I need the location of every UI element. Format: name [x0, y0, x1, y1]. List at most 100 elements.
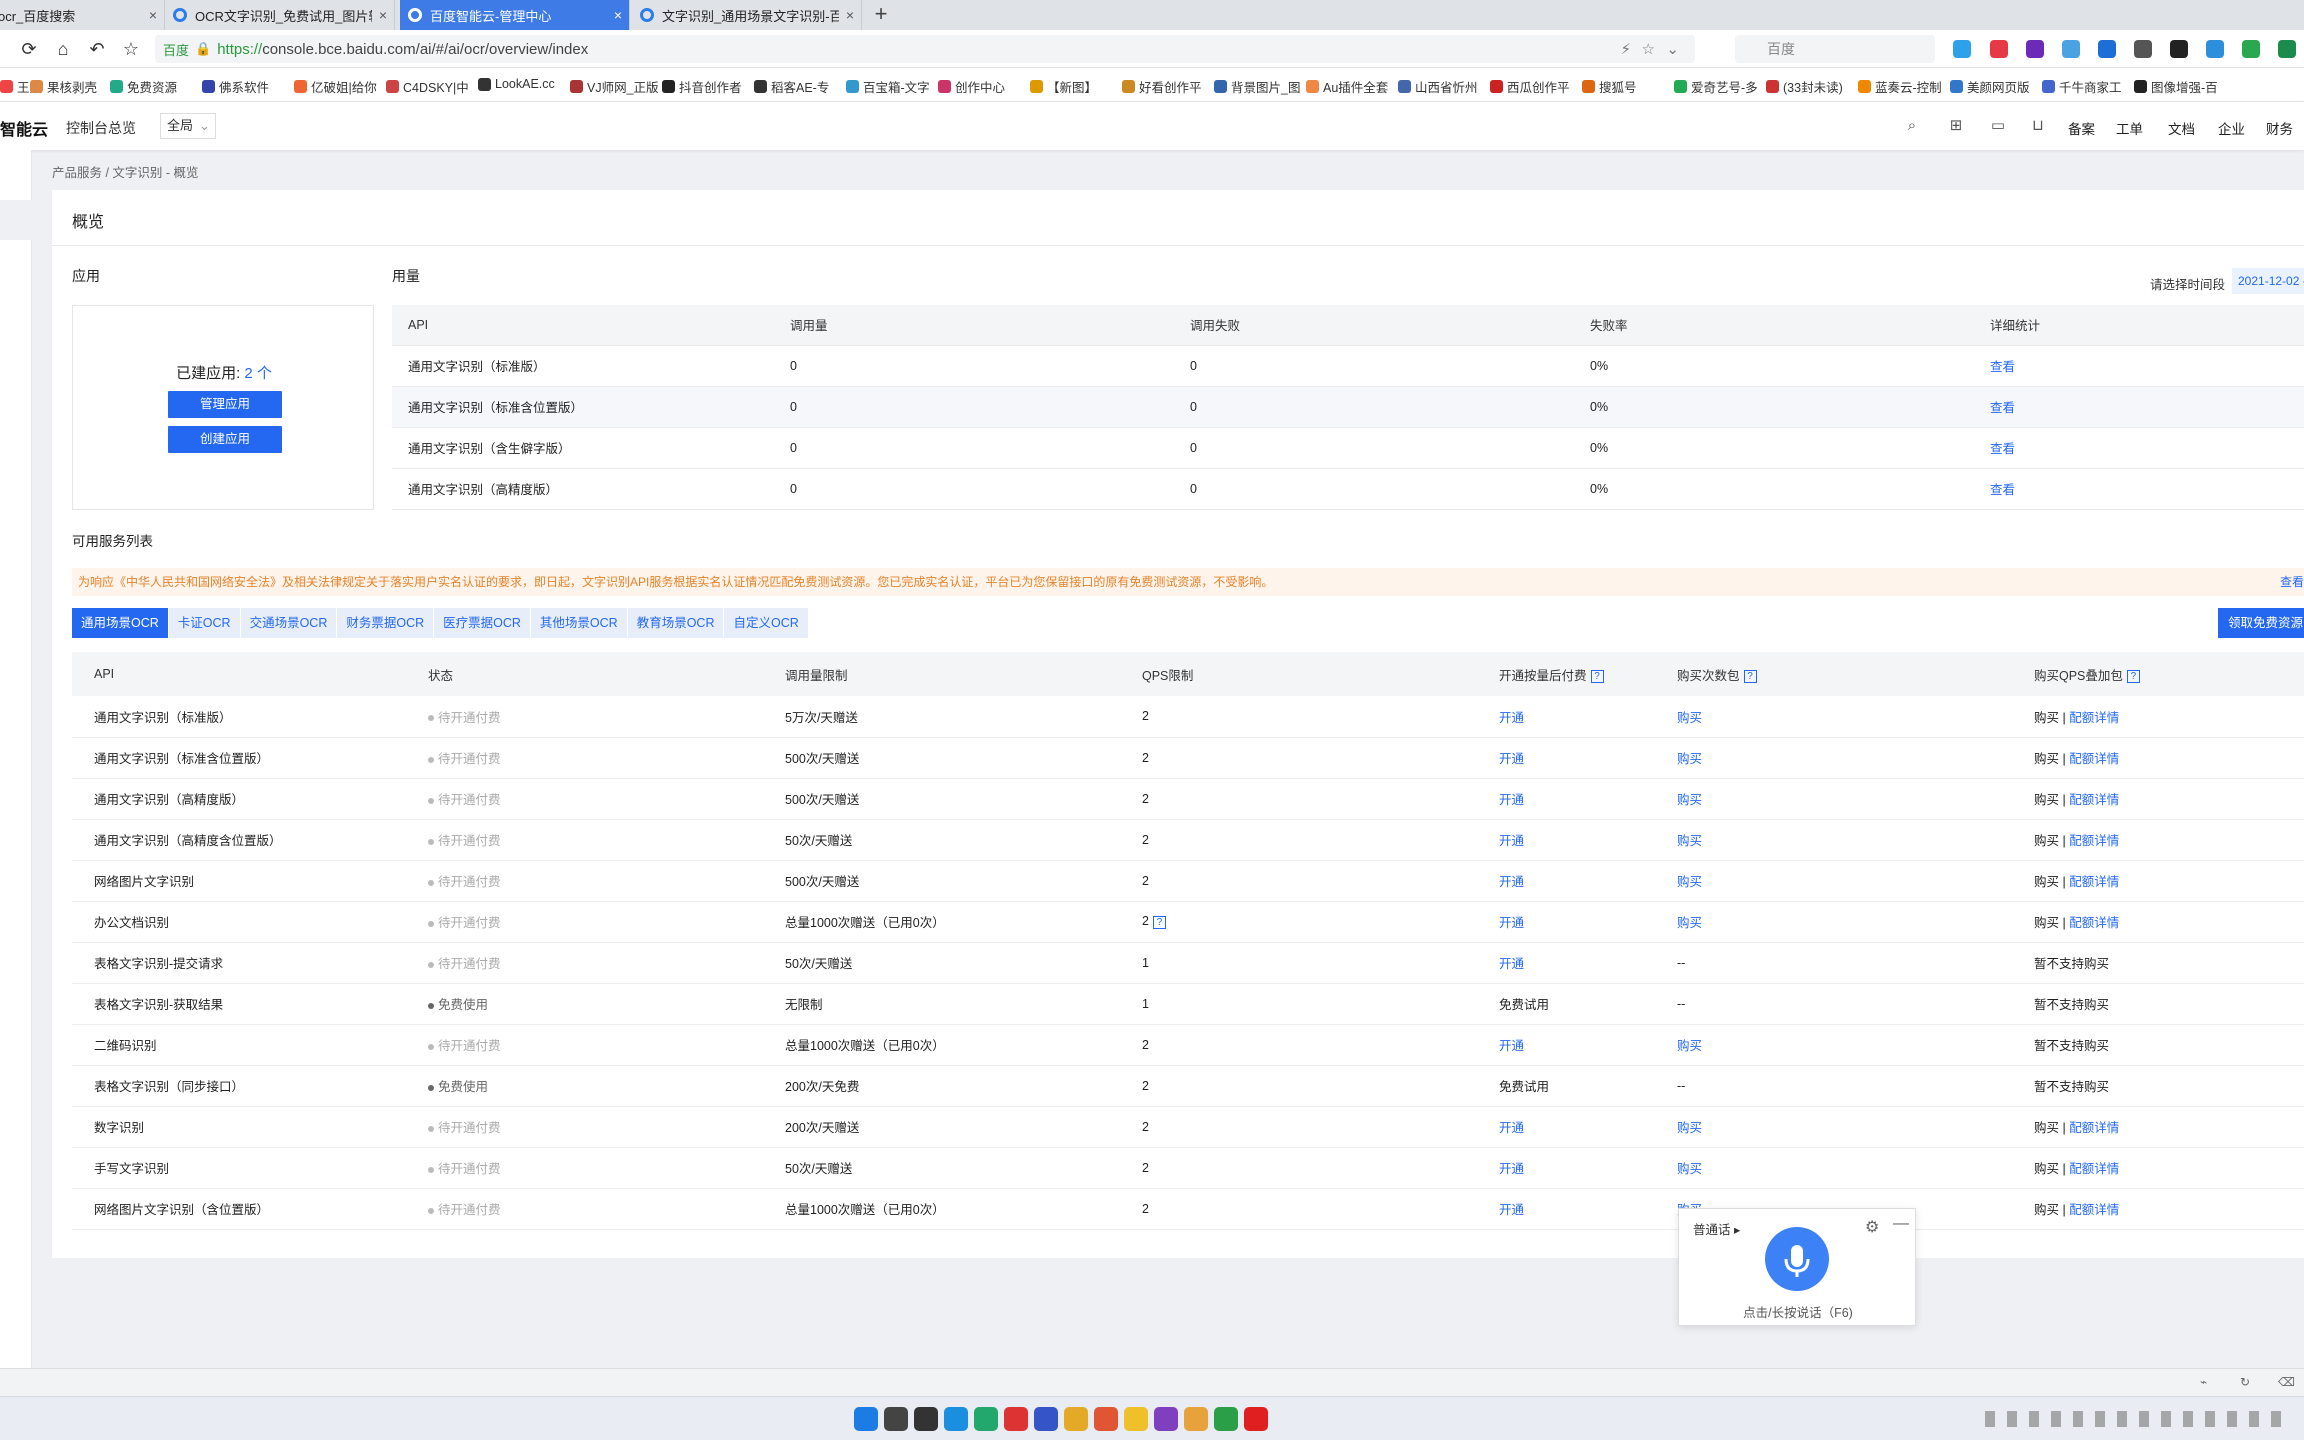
- ext-green-icon[interactable]: [2242, 40, 2260, 58]
- help-icon[interactable]: ?: [2126, 669, 2140, 683]
- ext-purple-icon[interactable]: [2026, 40, 2044, 58]
- bookmark-item[interactable]: 创作中心: [938, 77, 1005, 96]
- bookmark-item[interactable]: 亿破姐|给你: [294, 77, 377, 96]
- bookmark-item[interactable]: 美颜网页版: [1950, 77, 2030, 96]
- grid-icon[interactable]: ⊞: [1949, 117, 1963, 134]
- bookmark-item[interactable]: 稻客AE-专: [754, 77, 829, 96]
- taskbar-app-icon[interactable]: [1064, 1407, 1088, 1431]
- taskbar-app-icon[interactable]: [1214, 1407, 1238, 1431]
- category-tab[interactable]: 交通场景OCR: [240, 608, 337, 638]
- open-pay-link[interactable]: 开通: [1499, 875, 1525, 889]
- help-icon[interactable]: ?: [1743, 669, 1757, 683]
- taskbar-app-icon[interactable]: [884, 1407, 908, 1431]
- tab-ocr-product[interactable]: OCR文字识别_免费试用_图片转 ×: [165, 0, 395, 30]
- bookmark-item[interactable]: C4DSKY|中: [386, 77, 469, 96]
- view-detail-link[interactable]: 查看: [1990, 483, 2016, 497]
- bookmark-item[interactable]: 爱奇艺号-多: [1674, 77, 1758, 96]
- quota-detail-link[interactable]: 配额详情: [2065, 1203, 2120, 1217]
- taskbar-app-icon[interactable]: [1184, 1407, 1208, 1431]
- ext-dark-icon[interactable]: [2170, 40, 2188, 58]
- search-input[interactable]: 百度: [1735, 35, 1935, 63]
- category-tab[interactable]: 财务票据OCR: [337, 608, 434, 638]
- reload-icon[interactable]: ⟳: [21, 39, 37, 59]
- gear-icon[interactable]: ⚙: [1865, 1219, 1880, 1236]
- tab-console[interactable]: 百度智能云-管理中心 ×: [400, 0, 630, 30]
- view-detail-link[interactable]: 查看: [1990, 360, 2016, 374]
- taskbar-app-icon[interactable]: [974, 1407, 998, 1431]
- quota-detail-link[interactable]: 配额详情: [2065, 710, 2120, 725]
- taskbar-app-icon[interactable]: [1004, 1407, 1028, 1431]
- open-pay-link[interactable]: 开通: [1499, 710, 1525, 725]
- quota-detail-link[interactable]: 配额详情: [2065, 1162, 2120, 1176]
- category-tab[interactable]: 自定义OCR: [724, 608, 808, 638]
- message-icon[interactable]: ▭: [1990, 117, 2006, 134]
- buy-qps-link[interactable]: 购买: [2034, 752, 2063, 766]
- buy-pack-link[interactable]: 购买: [1677, 834, 1703, 848]
- taskbar-app-icon[interactable]: [944, 1407, 968, 1431]
- tab-ocr-search[interactable]: ocr_百度搜索 ×: [0, 0, 165, 30]
- quota-detail-link[interactable]: 配额详情: [2065, 1121, 2120, 1135]
- download-icon[interactable]: ↻: [2240, 1375, 2251, 1389]
- buy-pack-link[interactable]: 购买: [1677, 710, 1703, 725]
- language-select[interactable]: 普通话 ▸: [1693, 1223, 1741, 1237]
- close-icon[interactable]: ×: [148, 7, 158, 23]
- quota-detail-link[interactable]: 配额详情: [2065, 793, 2120, 807]
- home-icon[interactable]: ⌂: [57, 39, 69, 59]
- bookmark-item[interactable]: 搜狐号: [1582, 77, 1637, 96]
- taskbar-app-icon[interactable]: [854, 1407, 878, 1431]
- buy-pack-link[interactable]: 购买: [1677, 916, 1703, 930]
- bookmark-item[interactable]: 西瓜创作平: [1490, 77, 1570, 96]
- category-tab[interactable]: 教育场景OCR: [627, 608, 724, 638]
- chevron-down-icon[interactable]: ⌄: [1666, 41, 1679, 58]
- date-range-picker[interactable]: 2021-12-02 -: [2232, 268, 2304, 294]
- open-pay-link[interactable]: 开通: [1499, 1203, 1525, 1217]
- open-pay-link[interactable]: 开通: [1499, 916, 1525, 930]
- tab-ocr-general[interactable]: 文字识别_通用场景文字识别-百 ×: [632, 0, 862, 30]
- create-app-button[interactable]: 创建应用: [168, 426, 282, 453]
- buy-qps-link[interactable]: 购买: [2034, 875, 2063, 889]
- open-pay-link[interactable]: 开通: [1499, 1121, 1525, 1135]
- bookmark-star-icon[interactable]: ☆: [1641, 41, 1655, 58]
- top-link-docs[interactable]: 文档: [2168, 122, 2195, 137]
- quota-detail-link[interactable]: 配额详情: [2065, 834, 2120, 848]
- top-link-ticket[interactable]: 工单: [2116, 122, 2143, 137]
- buy-qps-link[interactable]: 购买: [2034, 793, 2063, 807]
- bookmark-item[interactable]: 图像增强-百: [2134, 77, 2218, 96]
- open-pay-link[interactable]: 开通: [1499, 752, 1525, 766]
- buy-pack-link[interactable]: 购买: [1677, 1121, 1703, 1135]
- view-detail-link[interactable]: 查看: [1990, 442, 2016, 456]
- taskbar-app-icon[interactable]: [1154, 1407, 1178, 1431]
- view-detail-link[interactable]: 查看: [1990, 401, 2016, 415]
- bookmark-item[interactable]: LookAE.cc: [478, 77, 555, 91]
- ext-menu-icon[interactable]: [2134, 40, 2152, 58]
- help-icon[interactable]: ?: [1152, 915, 1166, 929]
- open-pay-link[interactable]: 开通: [1499, 1162, 1525, 1176]
- buy-qps-link[interactable]: 购买: [2034, 710, 2063, 725]
- ext-red-icon[interactable]: [1990, 40, 2008, 58]
- bookmark-item[interactable]: 果核剥壳: [30, 77, 97, 96]
- bookmark-item[interactable]: 好看创作平: [1122, 77, 1202, 96]
- search-icon[interactable]: ⌕: [1907, 117, 1917, 134]
- taskbar-app-icon[interactable]: [1094, 1407, 1118, 1431]
- status-icon[interactable]: ⌁: [2200, 1375, 2208, 1389]
- trash-icon[interactable]: ⌫: [2278, 1375, 2295, 1389]
- bookmark-item[interactable]: 蓝奏云-控制: [1858, 77, 1942, 96]
- undo-icon[interactable]: ↶: [89, 39, 105, 59]
- claim-free-resource-button[interactable]: 领取免费资源: [2218, 608, 2304, 638]
- buy-qps-link[interactable]: 购买: [2034, 1121, 2063, 1135]
- bookmark-item[interactable]: 免费资源: [110, 77, 177, 96]
- region-select[interactable]: 全局 ⌄: [160, 113, 216, 139]
- bookmark-item[interactable]: 百宝箱-文字: [846, 77, 930, 96]
- open-pay-link[interactable]: 开通: [1499, 793, 1525, 807]
- ext-more-icon[interactable]: [2278, 40, 2296, 58]
- top-link-filing[interactable]: 备案: [2068, 122, 2095, 137]
- minimize-icon[interactable]: —: [1893, 1215, 1909, 1232]
- open-pay-link[interactable]: 开通: [1499, 1039, 1525, 1053]
- buy-pack-link[interactable]: 购买: [1677, 1039, 1703, 1053]
- ext-flag-icon[interactable]: [2098, 40, 2116, 58]
- bookmark-item[interactable]: 抖音创作者: [662, 77, 742, 96]
- top-link-finance[interactable]: 财务: [2266, 122, 2293, 137]
- bookmark-item[interactable]: VJ师网_正版: [570, 77, 659, 96]
- category-tab[interactable]: 通用场景OCR: [72, 608, 168, 638]
- taskbar-app-icon[interactable]: [1034, 1407, 1058, 1431]
